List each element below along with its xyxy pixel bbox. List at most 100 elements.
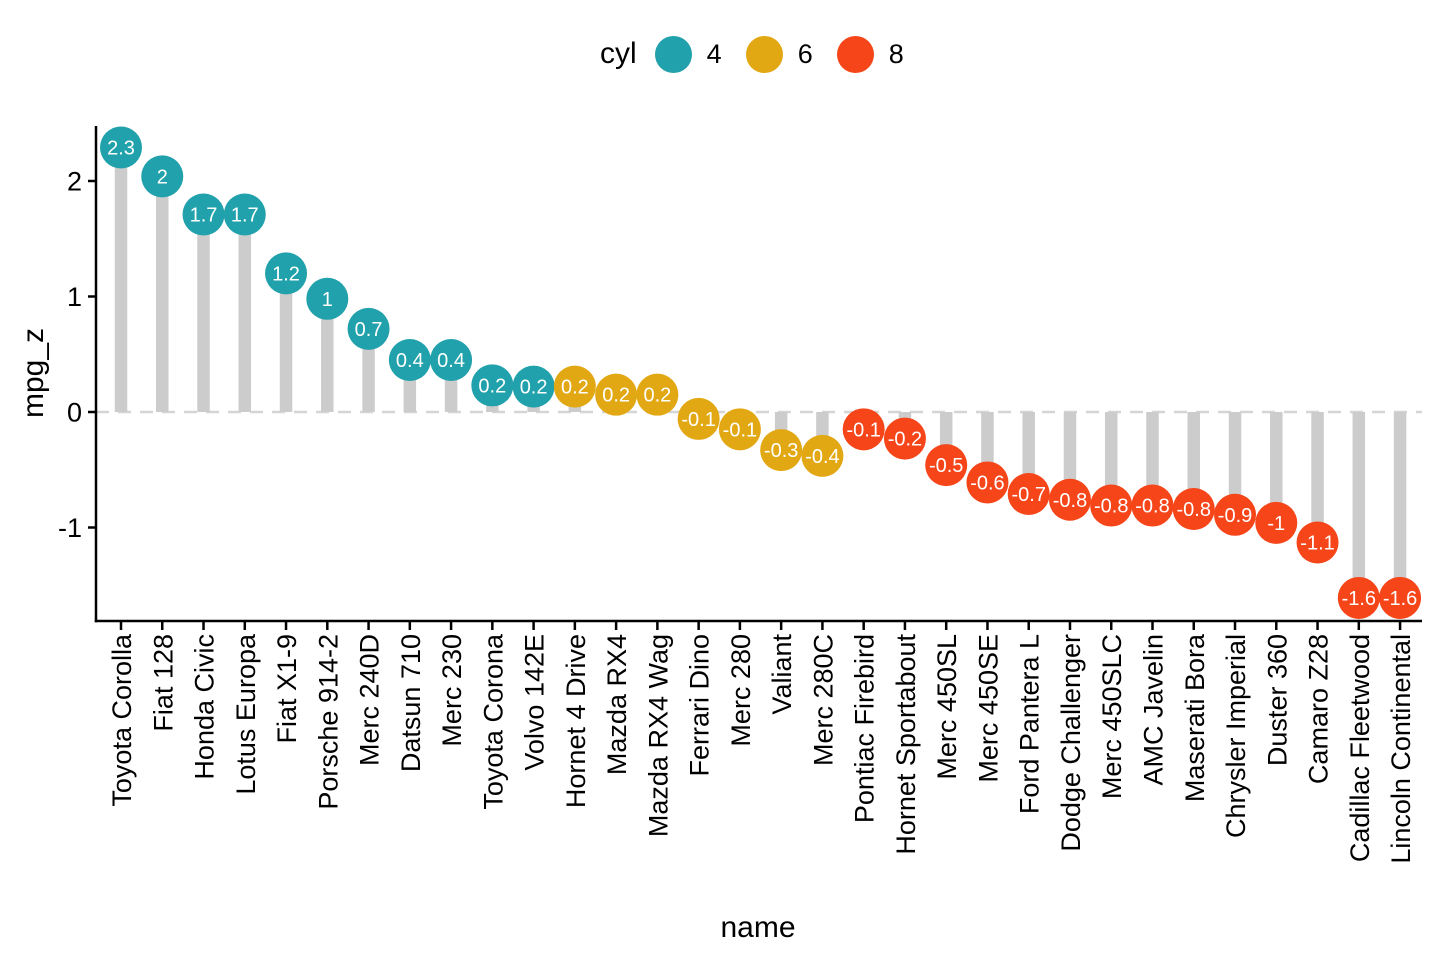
lollipop-value-label: -0.2: [888, 429, 922, 451]
lollipop-dot: [553, 365, 596, 408]
lollipop-value-label: 1.2: [272, 263, 300, 285]
x-tick-label: Lincoln Continental: [1386, 634, 1416, 864]
x-tick-label: Merc 280C: [808, 634, 838, 766]
lollipop-dot: [223, 193, 266, 236]
x-tick-label: Porsche 914-2: [313, 634, 343, 810]
x-tick-label: Mazda RX4 Wag: [643, 634, 673, 837]
lollipop-value-label: -0.7: [1011, 484, 1045, 506]
lollipop-dot: [141, 155, 184, 198]
lollipop-value-label: 0.2: [520, 377, 548, 399]
x-tick-label: Fiat X1-9: [272, 634, 302, 744]
lollipop-value-label: -0.8: [1135, 496, 1169, 518]
lollipop-dot: [966, 461, 1009, 504]
x-tick-label: Mazda RX4: [602, 634, 632, 775]
lollipop-dot: [347, 307, 390, 350]
y-tick-label: 1: [67, 282, 82, 312]
lollipop-dot: [512, 365, 555, 408]
x-tick-label: Pontiac Firebird: [850, 634, 880, 823]
x-tick-label: Toyota Corolla: [107, 633, 137, 807]
x-tick-label: Merc 450SLC: [1097, 634, 1127, 799]
legend-swatch-cyl-4-icon: [654, 35, 692, 73]
lollipop-value-label: 0.2: [478, 375, 506, 397]
lollipop-value-label: -1.6: [1342, 588, 1376, 610]
legend-item-label: 4: [706, 38, 722, 69]
x-tick-label: Merc 450SL: [932, 634, 962, 780]
legend-item-label: 8: [888, 38, 904, 69]
lollipop-value-label: -0.5: [929, 455, 963, 477]
y-tick-label: -1: [58, 513, 82, 543]
lollipop-dot: [265, 252, 308, 295]
lollipop-value-label: 2.3: [107, 138, 135, 160]
x-tick-label: Ford Pantera L: [1015, 634, 1045, 814]
lollipop-value-label: 0.4: [437, 350, 465, 372]
lollipop-value-label: 1.7: [231, 204, 259, 226]
lollipop-value-label: -1: [1267, 513, 1285, 535]
lollipop-dot: [306, 277, 349, 320]
y-tick-label: 2: [67, 166, 82, 196]
lollipop-dot: [842, 408, 885, 451]
lollipop-value-label: -0.1: [681, 409, 715, 431]
lollipop-dot: [1048, 478, 1091, 521]
lollipop-dot: [1131, 484, 1174, 527]
x-tick-label: Merc 450SE: [973, 634, 1003, 783]
x-tick-label: Camaro Z28: [1304, 634, 1334, 784]
legend: cyl 4 6 8: [600, 32, 904, 76]
x-tick-label: Hornet Sportabout: [891, 634, 921, 855]
lollipop-value-label: 1: [322, 289, 333, 311]
x-tick-label: Fiat 128: [148, 634, 178, 732]
lollipop-value-label: -0.1: [846, 419, 880, 441]
lollipop-dot: [595, 373, 638, 416]
x-tick-label: Datsun 710: [396, 634, 426, 772]
lollipop-dot: [1090, 484, 1133, 527]
legend-swatch-cyl-6-icon: [745, 35, 783, 73]
legend-title: cyl: [600, 37, 637, 70]
lollipop-dot: [388, 339, 431, 382]
lollipop-value-label: -0.1: [723, 419, 757, 441]
lollipop-dot: [925, 444, 968, 487]
legend-swatch-cyl-8-icon: [836, 35, 874, 73]
x-tick-label: Duster 360: [1262, 634, 1292, 766]
lollipop-dot: [1296, 521, 1339, 564]
x-tick-label: Merc 280: [726, 634, 756, 747]
x-tick-label: Lotus Europa: [231, 633, 261, 795]
lollipop-value-label: -0.8: [1177, 499, 1211, 521]
lollipop-value-label: 0.2: [643, 385, 671, 407]
legend-item-cyl-8: 8: [836, 35, 904, 73]
lollipop-value-label: -1.6: [1383, 588, 1417, 610]
lollipop-dot: [636, 373, 679, 416]
lollipop-value-label: -1.1: [1300, 533, 1334, 555]
lollipop-dot: [1007, 473, 1050, 516]
x-tick-label: Volvo 142E: [520, 634, 550, 771]
lollipop-value-label: 2: [157, 166, 168, 188]
lollipop-dot: [677, 397, 720, 440]
legend-item-cyl-4: 4: [654, 35, 722, 73]
legend-item-label: 6: [797, 38, 813, 69]
x-tick-label: Cadillac Fleetwood: [1345, 634, 1375, 862]
lollipop-dot: [471, 364, 514, 407]
lollipop-dot: [1379, 576, 1422, 619]
lollipop-value-label: -0.3: [764, 440, 798, 462]
x-tick-label: Chrysler Imperial: [1221, 634, 1251, 838]
lollipop-value-label: 0.2: [602, 385, 630, 407]
lollipop-value-label: -0.6: [970, 472, 1004, 494]
lollipop-dot: [883, 417, 926, 460]
lollipop-value-label: 1.7: [190, 204, 218, 226]
lollipop-dot: [801, 434, 844, 477]
lollipop-value-label: -0.9: [1218, 505, 1252, 527]
lollipop-value-label: 0.7: [355, 319, 383, 341]
x-tick-label: Valiant: [767, 634, 797, 715]
x-tick-label: Honda Civic: [190, 634, 220, 780]
x-tick-label: Merc 240D: [355, 634, 385, 766]
legend-item-cyl-6: 6: [745, 35, 813, 73]
x-tick-label: AMC Javelin: [1139, 634, 1169, 786]
lollipop-value-label: -0.8: [1053, 490, 1087, 512]
x-tick-label: Dodge Challenger: [1056, 634, 1086, 852]
lollipop-dot: [100, 126, 142, 169]
lollipop-dot: [760, 429, 803, 472]
lollipop-dot: [430, 339, 473, 382]
lollipop-dot: [182, 193, 225, 236]
x-tick-label: Maserati Bora: [1180, 633, 1210, 802]
x-tick-label: Hornet 4 Drive: [561, 634, 591, 808]
